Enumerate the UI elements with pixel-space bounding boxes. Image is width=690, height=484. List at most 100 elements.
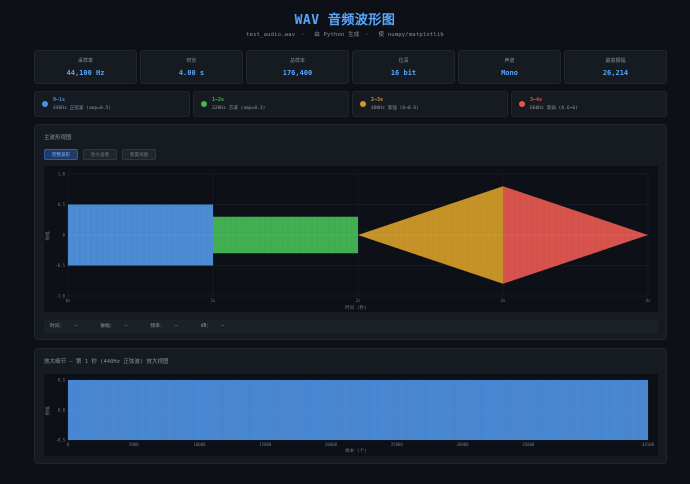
- x-tick-label: 3s: [501, 298, 506, 303]
- y-tick-label: -1.0: [55, 294, 65, 299]
- stats-row: 采样率 44,100 Hz 时长 4.00 s 总样本 176,400 位深 1…: [34, 50, 667, 84]
- stat-value: 26,214: [602, 69, 629, 77]
- info-amplitude-value: —: [124, 324, 128, 329]
- segment-card: 3–4s 660Hz 渐弱 (0.6→0): [511, 91, 667, 117]
- y-tick-label: 0.5: [58, 378, 66, 383]
- segment-desc: 440Hz 正弦波 (amp=0.5): [53, 106, 112, 111]
- x-tick-label: 25000: [391, 442, 404, 447]
- stat-label: 采样率: [77, 58, 93, 64]
- segment-color-dot: [519, 101, 525, 107]
- full-waveform-button[interactable]: 完整波形: [44, 149, 78, 160]
- x-tick-label: 5000: [129, 442, 139, 447]
- waveform-segment-2: [358, 186, 503, 284]
- info-frequency-value: —: [174, 324, 178, 329]
- y-tick-label: -0.5: [55, 263, 65, 268]
- subtitle-libs: 使 numpy/matplotlib: [378, 32, 444, 38]
- info-frequency-label: 频率：: [150, 324, 165, 329]
- zoom-panel-title: 放大细节 — 第 1 秒 (440Hz 正弦波) 放大视图: [44, 359, 169, 365]
- waveform-oscillation-1: [212, 216, 359, 254]
- segment-title: 0–1s: [53, 97, 66, 103]
- segment-desc: 660Hz 渐弱 (0.6→0): [530, 106, 578, 111]
- segment-title: 1–2s: [212, 97, 225, 103]
- waveform-segment-0: [68, 204, 213, 266]
- segment-card: 1–2s 320Hz 方波 (amp=0.3): [193, 91, 349, 117]
- reset-view-button[interactable]: 重置视图: [122, 149, 156, 160]
- stat-card-peak-amplitude: 最高振幅 26,214: [564, 50, 667, 84]
- waveform-oscillation-3: [502, 186, 648, 284]
- zoom-in-button[interactable]: 放大查看: [83, 149, 117, 160]
- x-tick-label: 0s: [66, 298, 71, 303]
- segment-color-dot: [360, 101, 366, 107]
- waveform-marks: [67, 379, 649, 441]
- axis-ticks: 0.5 0.0 -0.50 5000 10000 15000 20000 25000 30000…: [55, 378, 654, 448]
- page-title: WAV 音频波形图: [294, 13, 396, 28]
- y-tick-label: -0.5: [55, 438, 65, 443]
- segment-desc: 400Hz 渐强 (0→0.6): [371, 106, 419, 111]
- stat-label: 时长: [186, 58, 197, 64]
- stat-label: 位深: [398, 58, 409, 64]
- subtitle-filename: test_audio.wav: [246, 32, 296, 38]
- info-time: 时间： —: [50, 324, 87, 329]
- stat-value: 44,100 Hz: [66, 69, 105, 77]
- y-tick-label: 0.0: [58, 408, 66, 413]
- x-axis-label: 时间 (秒): [345, 304, 367, 311]
- stat-card-sample-rate: 采样率 44,100 Hz: [34, 50, 137, 84]
- x-tick-label: 15000: [259, 442, 272, 447]
- page-subtitle: test_audio.wav · 由 Python 生成 · 使 numpy/mat…: [246, 32, 444, 38]
- axis-ticks: 1.0 0.5 0 -0.5 -1.00s 1s 2s 3s 4s: [55, 172, 651, 304]
- stat-card-bit-depth: 位深 16 bit: [352, 50, 455, 84]
- stat-card-duration: 时长 4.00 s: [140, 50, 243, 84]
- x-tick-label: 20000: [325, 442, 338, 447]
- y-tick-label: 1.0: [58, 172, 66, 177]
- info-frequency: 频率： —: [150, 324, 187, 329]
- stat-value: 4.00 s: [178, 69, 205, 77]
- stat-card-channels: 声道 Mono: [458, 50, 561, 84]
- y-axis-label: 振幅: [44, 406, 51, 415]
- segment-title: 2–3s: [371, 97, 384, 103]
- segment-desc: 320Hz 方波 (amp=0.3): [212, 106, 266, 111]
- stat-label: 最高振幅: [605, 58, 626, 64]
- segment-legend: 0–1s 440Hz 正弦波 (amp=0.5) 1–2s 320Hz 方波 (…: [34, 91, 667, 117]
- y-tick-label: 0: [63, 233, 66, 238]
- main-waveform-chart[interactable]: 1.0 0.5 0 -0.5 -1.00s 1s 2s 3s 4s 时间 (秒) 振幅: [44, 166, 658, 312]
- x-tick-label: 4s: [646, 298, 651, 303]
- stat-value: 16 bit: [390, 69, 417, 77]
- segment-color-dot: [201, 101, 207, 107]
- info-time-value: —: [74, 324, 78, 329]
- waveform-segment-3: [503, 186, 648, 284]
- stat-label: 总样本: [289, 58, 305, 64]
- stat-value: 176,400: [282, 69, 313, 77]
- x-axis-label: 样本 (个): [345, 447, 367, 454]
- x-tick-label: 35000: [522, 442, 535, 447]
- info-time-label: 时间：: [50, 324, 65, 329]
- x-tick-label: 2s: [356, 298, 361, 303]
- x-tick-label: 44100: [642, 442, 655, 447]
- info-amplitude-label: 振幅：: [100, 324, 115, 329]
- x-tick-label: 10000: [193, 442, 206, 447]
- y-tick-label: 0.5: [58, 202, 66, 207]
- x-tick-label: 30000: [457, 442, 470, 447]
- waveform-oscillation-0: [67, 204, 214, 266]
- waveform-oscillation-2: [358, 186, 504, 284]
- stat-label: 声道: [504, 58, 515, 64]
- segment-card: 0–1s 440Hz 正弦波 (amp=0.5): [34, 91, 190, 117]
- subtitle-generator: 由 Python 生成: [314, 32, 360, 38]
- y-axis-label: 振幅: [44, 231, 51, 240]
- segment-color-dot: [42, 101, 48, 107]
- info-amplitude: 振幅： —: [100, 324, 137, 329]
- info-db-value: —: [221, 324, 225, 329]
- info-db-label: dB：: [200, 324, 212, 329]
- stat-card-total-samples: 总样本 176,400: [246, 50, 349, 84]
- main-panel-title: 主波形视图: [44, 135, 72, 141]
- segment-card: 2–3s 400Hz 渐强 (0→0.6): [352, 91, 508, 117]
- waveform-segment-1: [213, 216, 358, 254]
- segment-title: 3–4s: [530, 97, 543, 103]
- x-tick-label: 1s: [211, 298, 216, 303]
- waveform-marks: [67, 186, 648, 284]
- info-db: dB： —: [201, 324, 234, 329]
- cursor-info-bar: 时间： — 振幅： — 频率： — dB： —: [44, 320, 658, 334]
- zoom-waveform-chart[interactable]: 0.5 0.0 -0.50 5000 10000 15000 20000 25000 30000…: [44, 374, 658, 456]
- zoom-waveform-fill: [68, 380, 648, 440]
- x-tick-label: 0: [67, 442, 70, 447]
- stat-value: Mono: [501, 69, 518, 77]
